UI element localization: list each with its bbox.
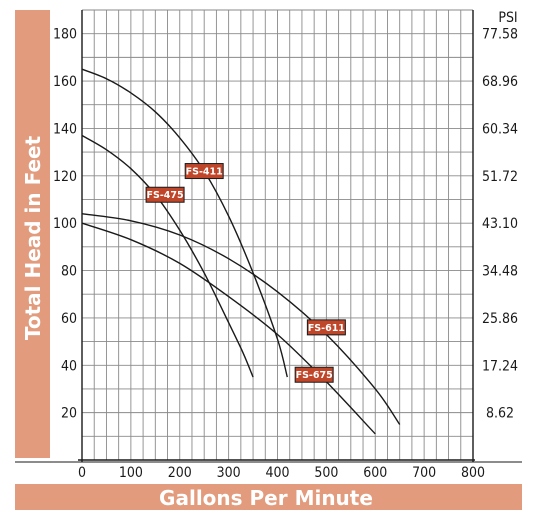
tag-box-fs-675 bbox=[294, 366, 334, 383]
tag-box-fs-411 bbox=[184, 163, 224, 180]
tag-label-fs-611: FS-611 bbox=[308, 323, 345, 334]
tag-box-fs-475 bbox=[145, 186, 185, 203]
x-tick-label: 600 bbox=[363, 465, 387, 481]
x-axis-title: Gallons Per Minute bbox=[159, 486, 373, 510]
grid bbox=[15, 9, 522, 463]
y-tick-label: 40 bbox=[61, 358, 77, 374]
x-tick-label: 200 bbox=[168, 465, 192, 481]
x-tick-label: 500 bbox=[314, 465, 338, 481]
y-tick-label: 100 bbox=[53, 216, 77, 232]
y-tick-label: 180 bbox=[53, 27, 77, 43]
y2-tick-label: 34.48 bbox=[482, 264, 518, 280]
y2-tick-label: 43.10 bbox=[482, 216, 518, 232]
x-tick-label: 700 bbox=[412, 465, 436, 481]
y-tick-label: 140 bbox=[53, 121, 77, 137]
y-tick-label: 80 bbox=[61, 264, 77, 280]
y2-tick-label: 77.58 bbox=[482, 27, 518, 43]
x-tick-label: 100 bbox=[119, 465, 143, 481]
tick-labels: 20 40 60 80 100 120 140 160 180 8.62 17.24 25.86 34.… bbox=[53, 27, 518, 481]
tag-box-fs-611 bbox=[306, 319, 346, 336]
y2-tick-label: 8.62 bbox=[486, 406, 514, 422]
y-tick-label: 120 bbox=[53, 169, 77, 185]
curve-fs-475 bbox=[81, 134, 254, 378]
y-tick-label: 20 bbox=[61, 406, 77, 422]
y-axis-title-band bbox=[15, 10, 50, 458]
x-axis-title-band bbox=[15, 484, 522, 510]
y2-tick-label: 25.86 bbox=[482, 311, 518, 327]
y-tick-label: 160 bbox=[53, 74, 77, 90]
y2-tick-label: 51.72 bbox=[482, 169, 518, 185]
tag-label-fs-411: FS-411 bbox=[186, 167, 223, 178]
y2-tick-label: 60.34 bbox=[482, 121, 518, 137]
y-tick-label: 60 bbox=[61, 311, 77, 327]
tag-label-fs-675: FS-675 bbox=[296, 370, 333, 381]
series-labels: FS-411 FS-475 FS-611 FS-675 bbox=[145, 163, 346, 383]
x-tick-label: 0 bbox=[78, 465, 86, 481]
y2-tick-label: 17.24 bbox=[482, 358, 518, 374]
x-tick-label: 300 bbox=[217, 465, 241, 481]
x-tick-label: 800 bbox=[461, 465, 485, 481]
y2-tick-label: 68.96 bbox=[482, 74, 518, 90]
right-axis-title: PSI bbox=[498, 10, 517, 26]
y-axis-title: Total Head in Feet bbox=[21, 135, 45, 340]
tag-label-fs-475: FS-475 bbox=[147, 190, 184, 201]
x-tick-label: 400 bbox=[265, 465, 289, 481]
curve-fs-611 bbox=[81, 213, 401, 425]
curve-fs-411 bbox=[81, 68, 288, 378]
